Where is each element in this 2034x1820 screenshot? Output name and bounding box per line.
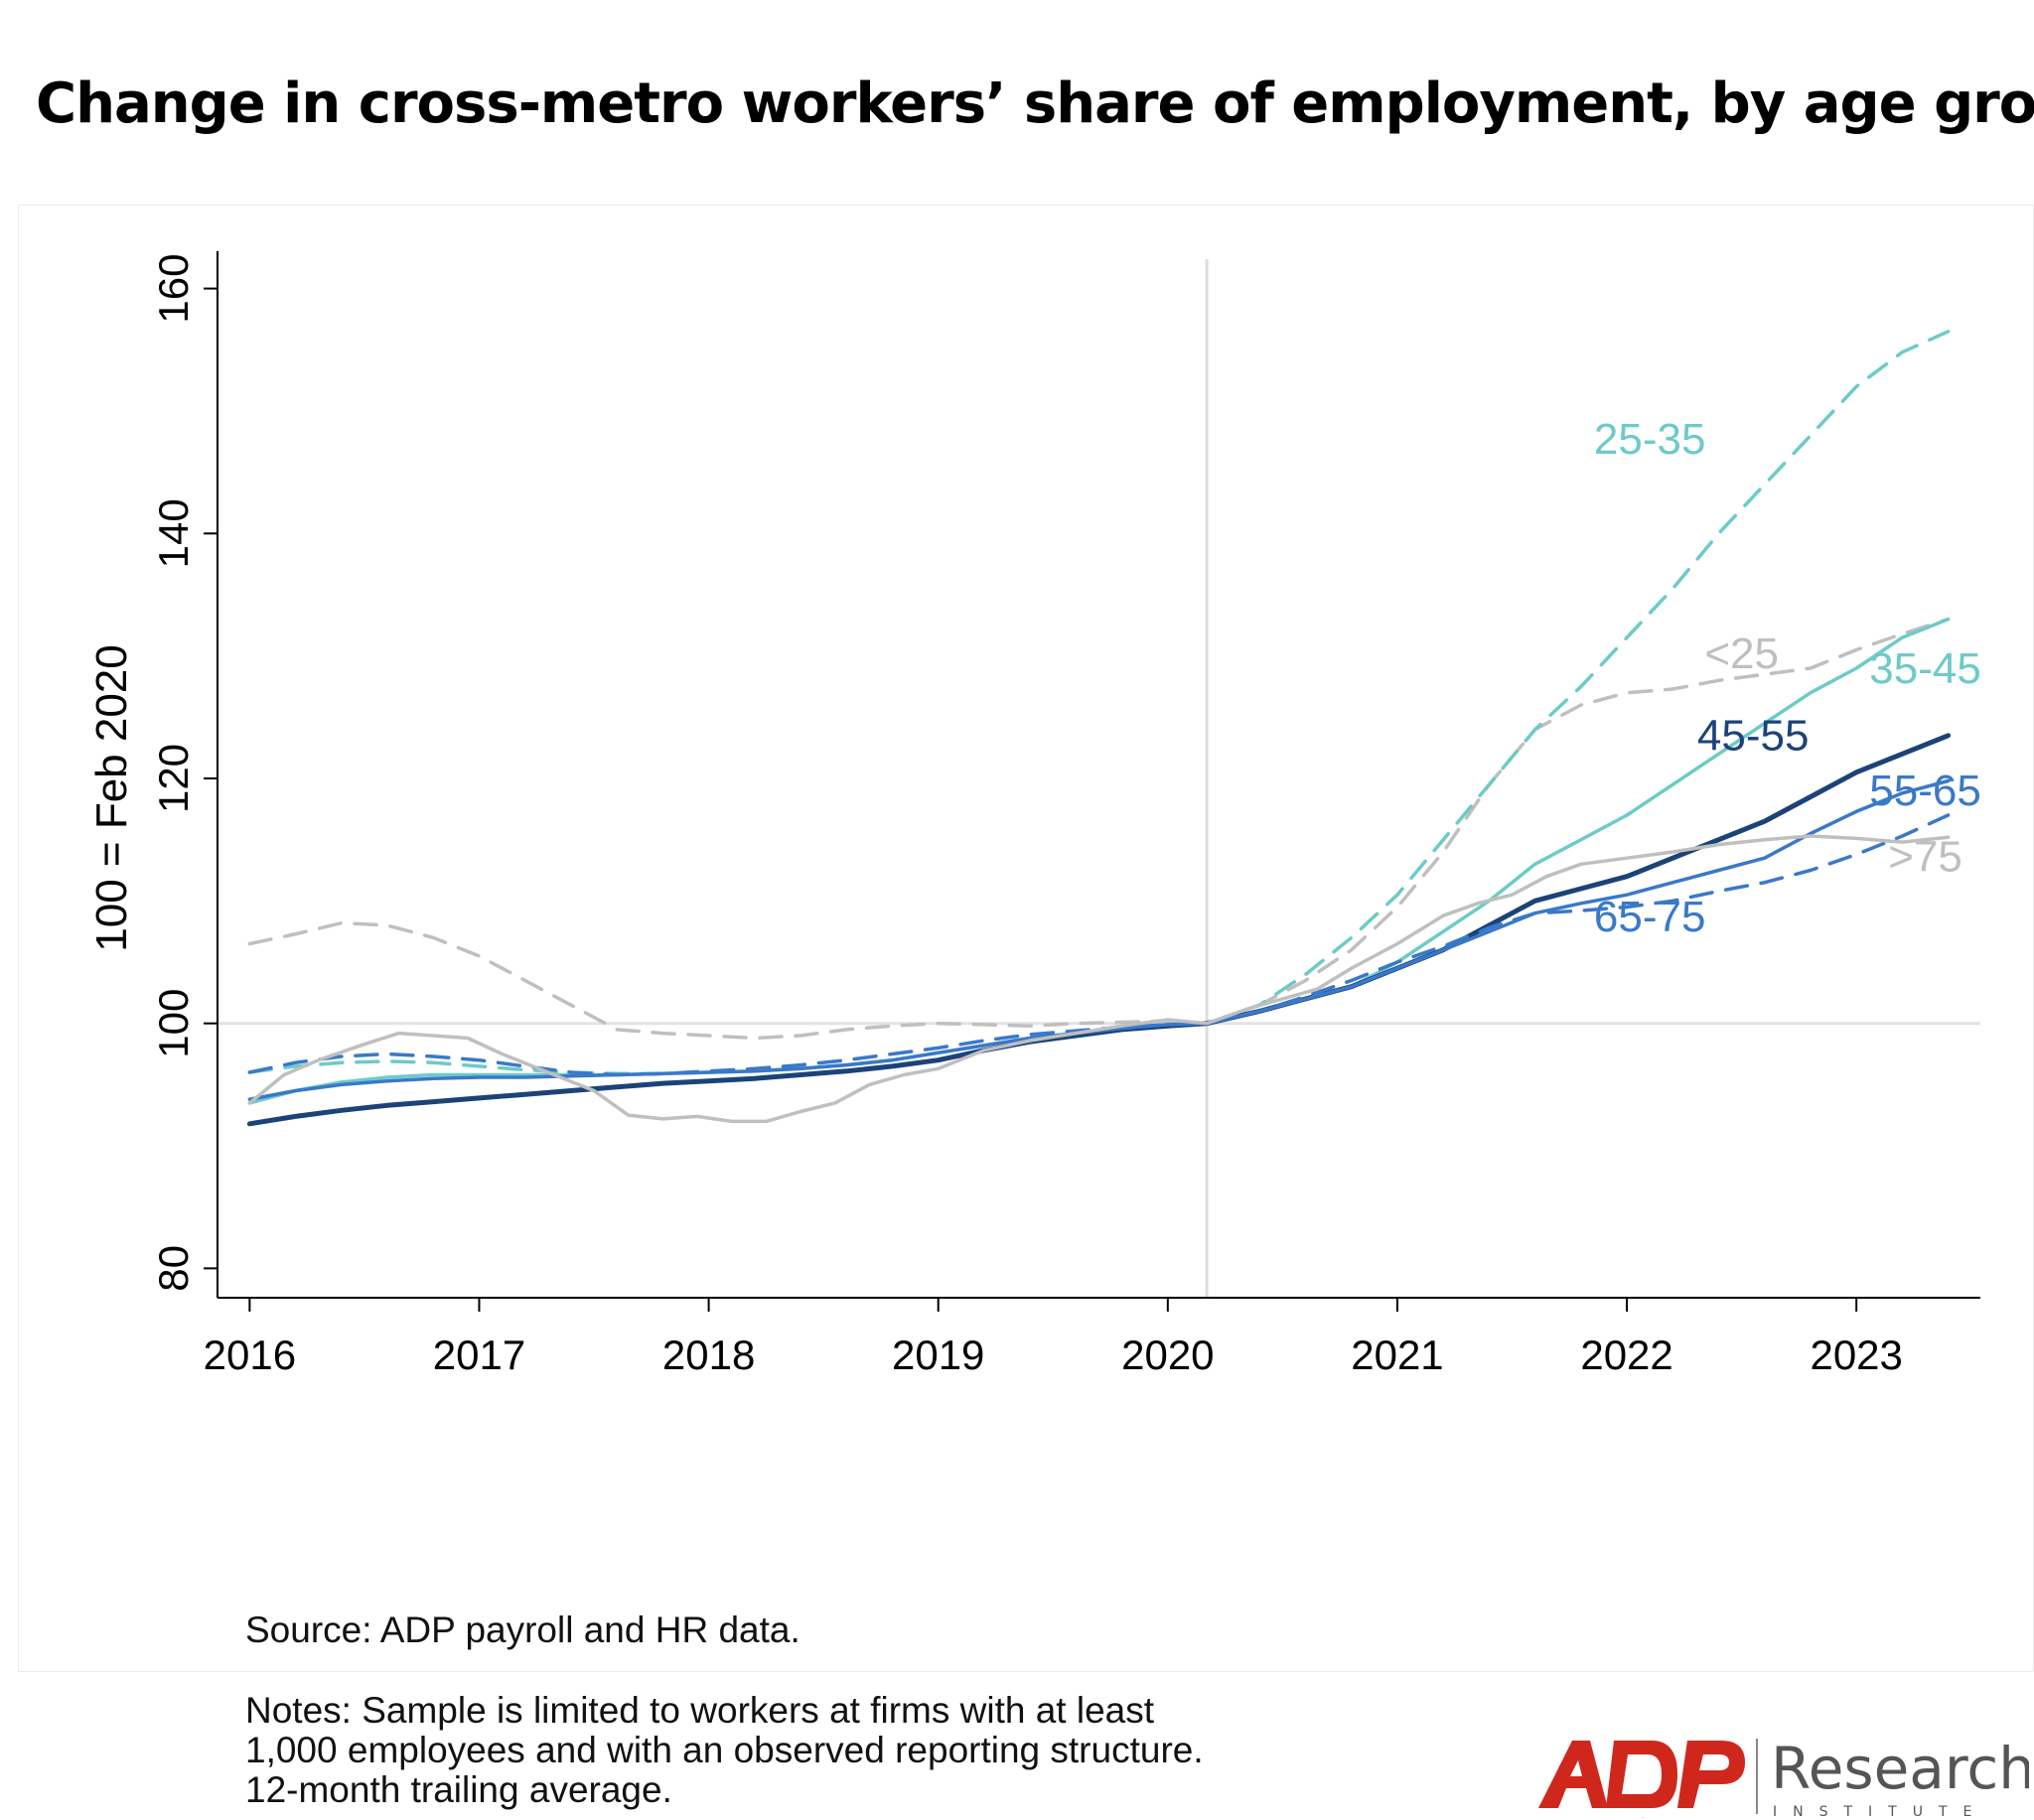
y-axis-title: 100 = Feb 2020: [87, 644, 136, 951]
series-label: 65-75: [1594, 893, 1706, 941]
chart-card: 80 100 120 140 160 2016 2017 2018 2019 2020 2021 20…: [18, 205, 2034, 1820]
y-tick-label: 100: [150, 989, 197, 1058]
axes: 80 100 120 140 160 2016 2017 2018 2019 2020 2021 20…: [87, 251, 1980, 1378]
y-tick-label: 120: [150, 744, 197, 813]
adp-logo-mark: ADP: [1538, 1741, 1745, 1819]
series-line-65-75: [247, 813, 1951, 1077]
x-tick-label: 2018: [662, 1331, 755, 1378]
series-lines: [246, 330, 1952, 1127]
logo-research-text: Research: [1771, 1735, 2029, 1802]
notes-line: Notes: Sample is limited to workers at f…: [245, 1690, 1155, 1731]
series-label: <25: [1704, 630, 1779, 678]
x-tick-label: 2020: [1121, 1331, 1214, 1378]
x-tick-label: 2021: [1351, 1331, 1443, 1378]
y-tick-label: 140: [150, 498, 197, 568]
series-label: 45-55: [1697, 712, 1810, 761]
series-line-lt25: [247, 617, 1951, 1041]
notes-line: 12-month trailing average.: [245, 1769, 672, 1810]
logo-brand-text: ADP: [1642, 1816, 1644, 1819]
source-note: Source: ADP payroll and HR data.: [245, 1610, 800, 1650]
y-tick-label: 80: [150, 1245, 197, 1292]
series-label: >75: [1888, 833, 1962, 882]
series-line-45-55: [246, 733, 1952, 1127]
chart-title: Change in cross-metro workers’ share of …: [36, 71, 2034, 136]
notes-text: Notes: Sample is limited to workers at f…: [245, 1691, 1204, 1810]
line-chart: 80 100 120 140 160 2016 2017 2018 2019 2020 2021 20…: [87, 251, 1981, 1378]
logo-institute-text: INSTITUTE: [1773, 1804, 1987, 1820]
series-labels: <25 25-35 35-45 45-55 55-65 65-75 >75: [1594, 415, 1981, 941]
series-label: 35-45: [1869, 644, 1981, 693]
x-tick-label: 2022: [1580, 1331, 1672, 1378]
x-tick-label: 2016: [204, 1331, 296, 1378]
adp-research-logo: ADP Research INSTITUTE: [1538, 1735, 2029, 1820]
series-line-gt75: [247, 834, 1951, 1124]
series-label: 55-65: [1869, 767, 1981, 815]
x-tick-label: 2019: [892, 1331, 984, 1378]
x-tick-label: 2017: [433, 1331, 525, 1378]
x-tick-label: 2023: [1810, 1331, 1902, 1378]
y-tick-label: 160: [150, 254, 197, 324]
series-label: 25-35: [1594, 415, 1706, 464]
reference-lines: [218, 259, 1980, 1298]
notes-line: 1,000 employees and with an observed rep…: [245, 1730, 1204, 1770]
series-line-25-35: [247, 330, 1951, 1076]
